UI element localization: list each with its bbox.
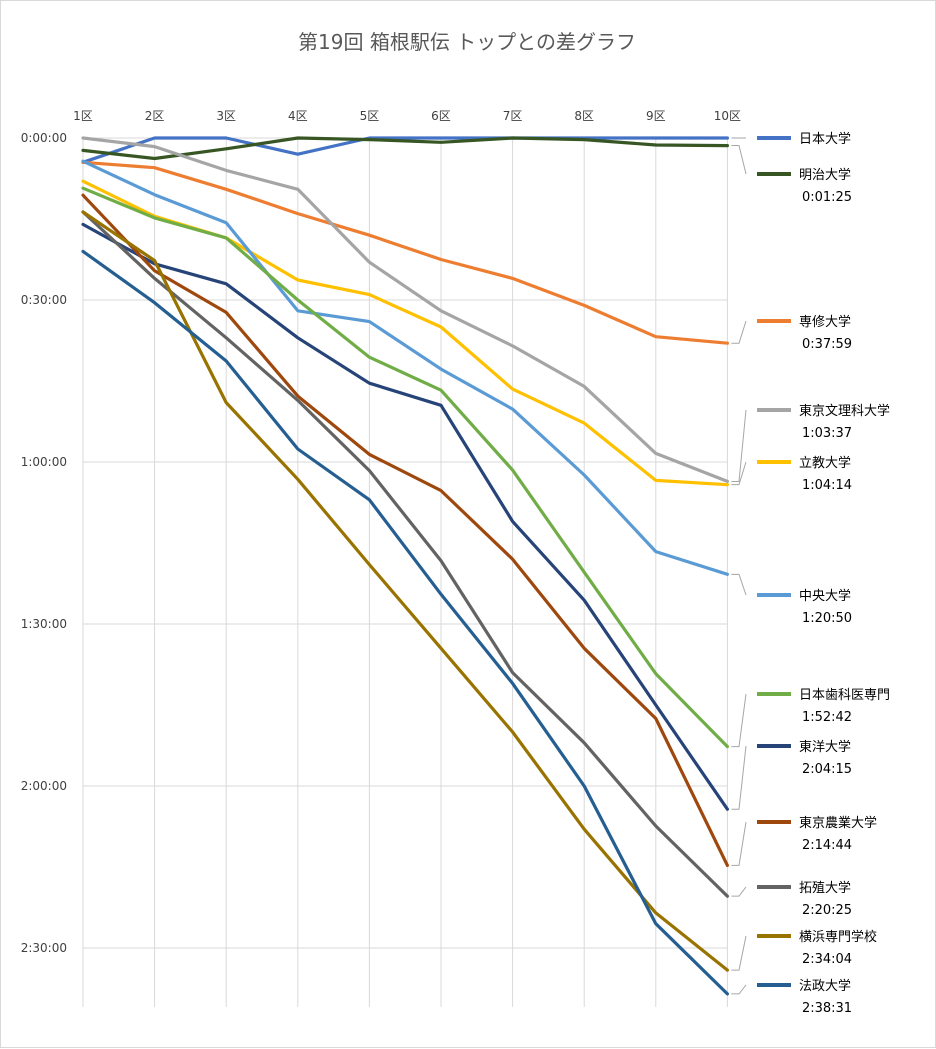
legend-final-gap: 2:20:25 bbox=[802, 903, 852, 918]
legend-label: 明治大学 bbox=[799, 167, 851, 183]
x-tick-label: 6区 bbox=[431, 109, 451, 123]
legend-leader-line bbox=[731, 745, 747, 810]
x-tick-label: 5区 bbox=[360, 109, 380, 123]
legend-label: 日本大学 bbox=[799, 131, 851, 147]
legend-label: 横浜専門学校 bbox=[799, 929, 877, 945]
series-line bbox=[81, 179, 730, 487]
legend-final-gap: 0:01:25 bbox=[802, 190, 852, 205]
series-line bbox=[81, 249, 730, 996]
legend-leader-line bbox=[731, 409, 747, 482]
legend-final-gap: 0:37:59 bbox=[802, 337, 852, 352]
legend-final-gap: 1:52:42 bbox=[802, 710, 852, 725]
y-tick-label: 0:30:00 bbox=[21, 293, 67, 307]
x-tick-label: 1区 bbox=[73, 109, 93, 123]
series-line bbox=[81, 222, 730, 811]
legend-label: 東京農業大学 bbox=[799, 815, 877, 831]
y-tick-label: 2:00:00 bbox=[21, 779, 67, 793]
legend-final-gap: 2:34:04 bbox=[802, 952, 852, 967]
chart-title: 第19回 箱根駅伝 トップとの差グラフ bbox=[298, 30, 636, 54]
y-tick-label: 1:00:00 bbox=[21, 455, 67, 469]
legend-label: 日本歯科医専門 bbox=[799, 688, 890, 703]
series-line bbox=[81, 136, 730, 161]
series-line bbox=[81, 136, 730, 483]
x-tick-label: 8区 bbox=[574, 109, 594, 123]
legend-leader-line bbox=[731, 935, 747, 971]
series-line bbox=[81, 159, 730, 576]
legend-final-gap: 1:20:50 bbox=[802, 611, 852, 626]
series-lines bbox=[81, 136, 730, 996]
x-tick-label: 2区 bbox=[145, 109, 165, 123]
y-tick-label: 0:00:00 bbox=[21, 131, 67, 145]
legend-final-gap: 2:14:44 bbox=[802, 838, 852, 853]
legend-label: 中央大学 bbox=[799, 588, 851, 604]
x-tick-label: 4区 bbox=[288, 109, 308, 123]
legend-label: 立教大学 bbox=[799, 455, 851, 471]
legend-label: 東洋大学 bbox=[799, 739, 851, 755]
legend-final-gap: 1:04:14 bbox=[802, 478, 852, 493]
legend-leader-line bbox=[731, 320, 747, 344]
legend-leader-line bbox=[731, 821, 747, 866]
y-tick-label: 2:30:00 bbox=[21, 941, 67, 955]
series-line bbox=[81, 210, 730, 898]
legend-leader-line bbox=[731, 461, 747, 486]
legend-final-gap: 1:03:37 bbox=[802, 426, 852, 441]
legend-final-gap: 2:04:15 bbox=[802, 762, 852, 777]
x-tick-label: 7区 bbox=[503, 109, 523, 123]
series-line bbox=[81, 160, 730, 345]
series-line bbox=[81, 136, 730, 164]
x-tick-label: 9区 bbox=[646, 109, 666, 123]
legend-label: 法政大学 bbox=[799, 978, 851, 994]
legend-leader-line bbox=[731, 573, 747, 596]
legend-label: 拓殖大学 bbox=[799, 880, 851, 896]
legend-leader-line bbox=[731, 145, 747, 175]
y-tick-label: 1:30:00 bbox=[21, 617, 67, 631]
y-axis-labels: 0:00:00 0:30:00 1:00:00 1:30:00 2:00:00 2:30:… bbox=[21, 131, 67, 955]
series-line bbox=[81, 193, 730, 868]
x-tick-label: 3区 bbox=[216, 109, 236, 123]
legend-label: 東京文理科大学 bbox=[799, 403, 890, 419]
legend-label: 専修大学 bbox=[799, 314, 851, 330]
legend-leader-line bbox=[731, 693, 747, 748]
legend-leader-line bbox=[731, 984, 747, 995]
legend-final-gap: 2:38:31 bbox=[802, 1001, 852, 1016]
x-axis-labels: 1区 2区 3区 4区 5区 6区 7区 8区 9区 10区 bbox=[73, 109, 741, 123]
legend-leader-line bbox=[731, 886, 747, 897]
series-line bbox=[81, 186, 730, 749]
x-tick-label: 10区 bbox=[714, 109, 741, 123]
